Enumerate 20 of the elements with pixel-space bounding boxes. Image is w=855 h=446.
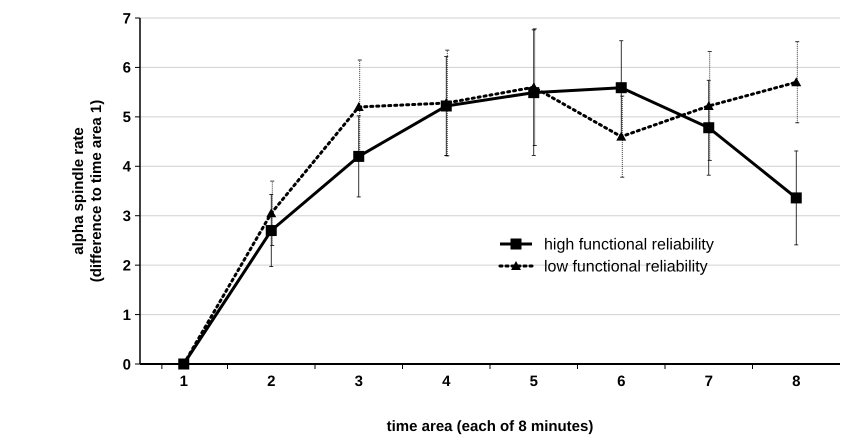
x-tick-label: 6 [617, 373, 626, 390]
x-tick-label: 3 [354, 373, 363, 390]
y-tick-label: 1 [122, 306, 131, 324]
y-tick-label: 0 [122, 356, 131, 374]
x-tick-label: 8 [792, 373, 800, 390]
x-tick-label: 4 [442, 373, 452, 390]
y-tick-label: 6 [122, 60, 131, 77]
y-tick-label: 5 [122, 109, 131, 126]
x-tick-label: 7 [704, 373, 713, 390]
x-tick-label: 2 [267, 373, 276, 390]
legend-label: high functional reliability [544, 236, 714, 254]
y-axis-title: alpha spindle rate (difference to time area 1) [70, 100, 105, 282]
y-tick-label: 7 [122, 10, 131, 28]
x-tick-label: 5 [530, 373, 538, 390]
x-axis-title: time area (each of 8 minutes) [386, 418, 594, 435]
y-tick-label: 3 [122, 208, 131, 225]
x-tick-label: 1 [180, 373, 188, 390]
legend-label: low functional reliability [544, 258, 708, 276]
y-tick-label: 4 [122, 158, 132, 176]
y-tick-label: 2 [122, 257, 131, 274]
